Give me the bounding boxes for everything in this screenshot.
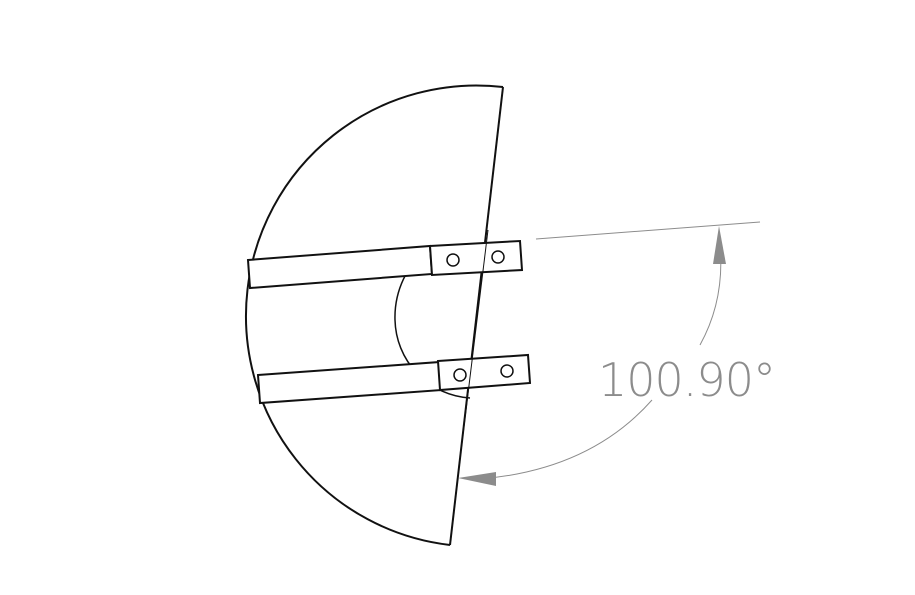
upper-bolt-left: [446, 253, 460, 267]
lower-bolt-left: [453, 368, 467, 382]
dimension-extension-line: [535, 221, 761, 240]
lower-bracket: [436, 353, 532, 392]
lower-arm: [256, 360, 444, 405]
upper-arm: [246, 244, 434, 290]
lower-bolt-right: [500, 364, 514, 378]
dimension-arc-lower: [479, 399, 653, 480]
upper-bracket: [428, 239, 524, 277]
plate-arc-outline: [244, 84, 504, 546]
upper-bolt-right: [491, 250, 505, 264]
dimension-arrow-left: [458, 472, 496, 486]
dimension-arrow-up: [713, 226, 726, 264]
dimension-label: 100.90°: [598, 353, 775, 407]
plate-edge-thin: [454, 229, 489, 501]
